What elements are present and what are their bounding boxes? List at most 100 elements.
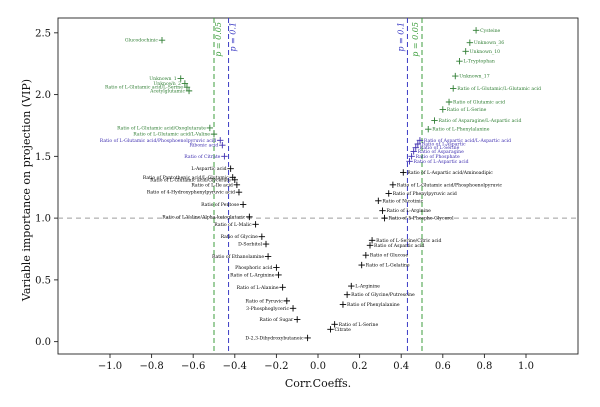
x-tick-label: −1.0 [98, 361, 122, 372]
data-point [379, 207, 386, 214]
point-label: L-Arginine [355, 284, 380, 290]
x-tick-label: 0.6 [435, 361, 451, 372]
point-label: Ratio of L-Gelatine [366, 263, 410, 269]
point-label: D-Sorbitol [238, 242, 262, 248]
data-point [304, 334, 311, 342]
data-point [181, 80, 189, 87]
point-label: Ratio of Asparagine/L-Aspartic acid [438, 118, 521, 124]
x-tick-label: 0.0 [310, 361, 326, 372]
x-tick-label: −0.2 [264, 361, 288, 372]
y-tick-label: 1.0 [35, 214, 51, 225]
point-label: Ratio of L-Glutamic acid/Glycerate [150, 177, 231, 183]
y-axis-title: Variable importance on projection (VIP) [20, 79, 33, 302]
data-point [381, 214, 388, 222]
x-tick-label: 0.8 [476, 361, 492, 372]
x-tick-label: −0.6 [181, 361, 205, 372]
point-label: Ratio of Glucose [370, 253, 409, 259]
point-label: Ratio of L-Malic [214, 222, 252, 228]
plot-area: p = 0.05 p = 0.05 p = 0.1 p = 0.1 Glucodochi… [57, 17, 579, 355]
data-point [294, 316, 301, 323]
point-label: Ratio of L-Valine/Alpha-ketoglutaric [162, 214, 246, 220]
point-label: Ratio of L-Phenylalanine [432, 127, 489, 133]
point-label: Ratio of Phenylpyruvic acid [393, 191, 457, 197]
point-label: Phosphoric acid [235, 265, 272, 271]
point-label: Ratio of Phenylalanine [347, 302, 400, 308]
x-tick-label: 1.0 [518, 361, 534, 372]
data-point [368, 237, 376, 244]
point-label: Ratio of Ethanolamine [212, 254, 264, 260]
data-point [289, 305, 297, 312]
point-label: Ratio of L-Glutamic acid/Oxoglutarate [117, 125, 206, 131]
y-tick-label: 1.5 [35, 152, 51, 163]
data-point [262, 240, 270, 248]
x-tick-label: 0.2 [352, 361, 368, 372]
data-point [343, 291, 351, 298]
data-point [410, 148, 417, 155]
data-point [227, 165, 234, 172]
point-label: Ratio of 5-Phospho-Glycerol [389, 216, 455, 222]
data-point [233, 181, 241, 188]
data-point [235, 188, 243, 196]
point-label: Unknown_10 [470, 49, 500, 55]
point-label: 3-Phosphoglyceric [246, 306, 289, 312]
data-point [375, 197, 382, 205]
point-label: Cysteine [480, 28, 500, 34]
point-label: Ratio of 4-Hydroxyphenylpyruvic acid [147, 190, 235, 196]
data-point [273, 264, 280, 271]
data-point [185, 87, 193, 95]
data-point [183, 83, 191, 91]
point-label: Ratio of Citrate [184, 154, 220, 160]
y-tick-label: 2.0 [35, 90, 51, 101]
data-point [246, 213, 253, 221]
point-label: Ratio of Pentose [201, 202, 239, 208]
data-point [275, 271, 282, 279]
data-point [279, 284, 286, 291]
data-point [408, 153, 415, 160]
data-point [362, 251, 370, 259]
x-axis: −1.0 −0.8 −0.6 −0.4 −0.2 0.0 0.2 0.4 0.6 0.8 1.0 [98, 354, 534, 372]
data-point [210, 130, 218, 138]
data-point [445, 98, 453, 106]
point-label: Ratio of Glutamic acid [453, 100, 505, 106]
p01-label: p = 0.1 [396, 22, 405, 52]
point-label: Ratio of Glycine [221, 234, 259, 240]
y-tick-label: 2.5 [35, 28, 51, 39]
point-label: Ratio of L-Glutamic acid/Phosphoenolpyru… [397, 182, 503, 188]
x-tick-label: −0.8 [139, 361, 163, 372]
data-point [331, 321, 338, 328]
data-point [385, 190, 392, 197]
data-point [456, 58, 463, 65]
point-label: Ratio of Asparagine [418, 149, 464, 155]
point-label: Ratio of Sugar [259, 317, 294, 323]
data-point [400, 169, 407, 176]
point-label: L-Tryptophan [463, 59, 494, 65]
x-tick-label: −0.4 [223, 361, 247, 372]
point-label: Glucodochinic [125, 38, 159, 44]
point-label: Ratio of Phosphate [416, 154, 460, 160]
y-tick-label: 0.0 [35, 337, 51, 348]
p005-label: p = 0.05 [411, 22, 420, 57]
point-label: Ratio of 1-Aspartic [422, 142, 466, 148]
data-point [412, 144, 419, 151]
point-label: Ratio of Aspartic acid [374, 243, 424, 249]
data-point [177, 75, 184, 82]
point-label: Unknown_17 [459, 74, 489, 80]
data-point [462, 48, 469, 55]
point-label: Ratio of L-Glutamic acid/L-Valine [133, 132, 210, 138]
data-point [327, 326, 334, 333]
data-point [414, 140, 422, 148]
point-label: Unknown_36 [474, 40, 504, 46]
data-point [239, 201, 247, 208]
data-point [158, 37, 166, 44]
point-label: Ratio of L-Ile acid [191, 182, 233, 188]
data-point [358, 261, 365, 269]
point-label: L-Aspartic acid [191, 166, 226, 172]
point-label: Ratio of Nicotinic [382, 198, 423, 204]
point-label: Citrate [334, 327, 351, 333]
data-point [217, 137, 224, 144]
data-point [258, 233, 266, 240]
data-point [264, 253, 272, 260]
data-point [283, 297, 290, 305]
data-point [416, 137, 424, 144]
